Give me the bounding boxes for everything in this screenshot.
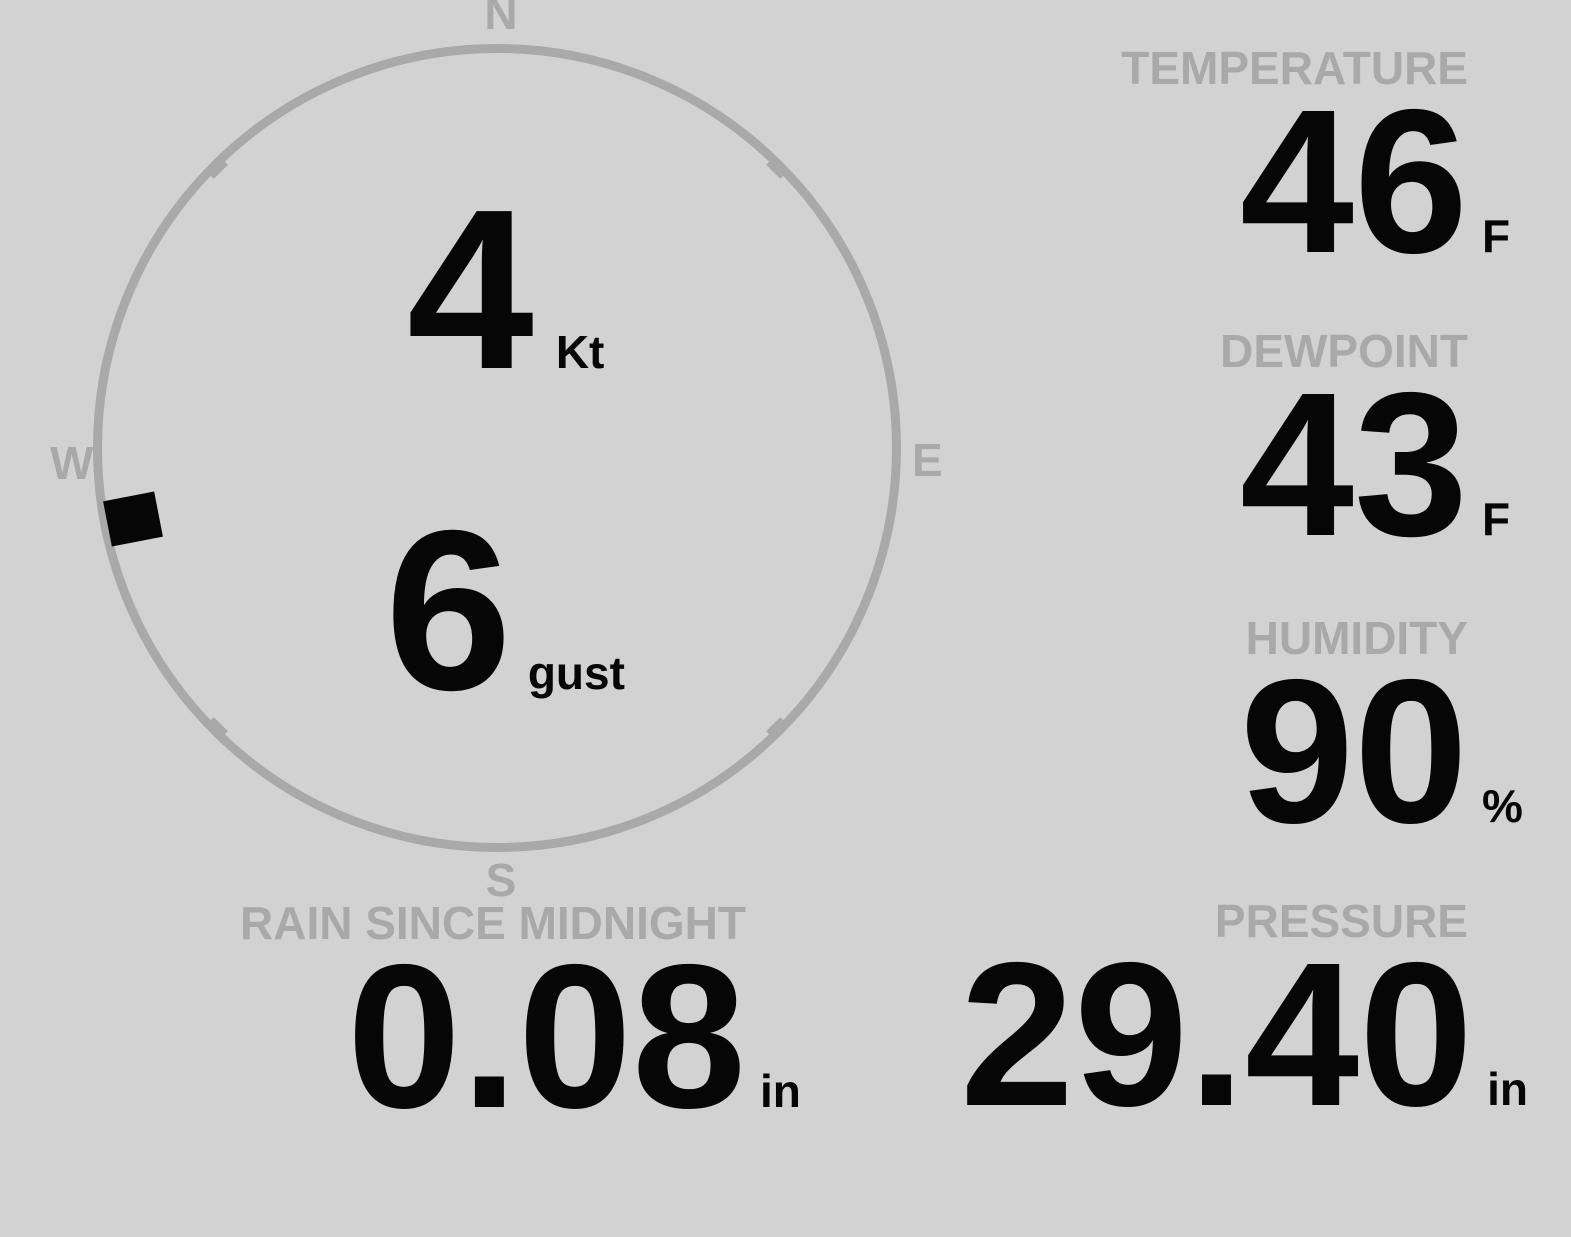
temperature-value-row: 46 F xyxy=(1028,79,1528,284)
compass-ring xyxy=(93,44,901,852)
dewpoint-value-row: 43 F xyxy=(1028,362,1528,567)
compass-label-south: S xyxy=(485,854,517,906)
rain-value-row: 0.08 in xyxy=(186,934,806,1139)
temperature-value: 46 xyxy=(1239,67,1468,296)
temperature-metric: TEMPERATURE 46 F xyxy=(1028,45,1528,284)
dewpoint-metric: DEWPOINT 43 F xyxy=(1028,328,1528,567)
wind-direction-marker xyxy=(102,491,163,547)
compass-label-east: E xyxy=(912,434,943,486)
wind-speed: 4 Kt xyxy=(407,176,604,404)
wind-gust-unit: gust xyxy=(527,647,625,699)
wind-gust-value: 6 xyxy=(385,484,512,738)
rain-unit: in xyxy=(760,1065,801,1117)
wind-speed-unit: Kt xyxy=(555,326,605,378)
wind-gust: 6 gust xyxy=(385,497,625,725)
dewpoint-label: DEWPOINT xyxy=(1220,325,1468,377)
dewpoint-value: 43 xyxy=(1239,350,1468,579)
pressure-metric: PRESSURE 29.40 in xyxy=(960,895,1528,1137)
dewpoint-unit: F xyxy=(1482,493,1511,545)
humidity-label: HUMIDITY xyxy=(1245,612,1468,664)
humidity-metric: HUMIDITY 90 % xyxy=(1028,615,1528,854)
humidity-unit: % xyxy=(1482,780,1523,832)
rain-label: RAIN SINCE MIDNIGHT xyxy=(240,897,746,949)
wind-speed-value: 4 xyxy=(407,163,534,417)
temperature-label: TEMPERATURE xyxy=(1121,42,1468,94)
pressure-label: PRESSURE xyxy=(1214,895,1468,947)
compass-label-west: W xyxy=(50,437,94,489)
humidity-value-row: 90 % xyxy=(1028,649,1528,854)
rain-value: 0.08 xyxy=(347,922,746,1151)
pressure-unit: in xyxy=(1487,1063,1528,1115)
rain-metric: RAIN SINCE MIDNIGHT 0.08 in xyxy=(186,900,806,1139)
pressure-value: 29.40 xyxy=(960,920,1474,1149)
humidity-value: 90 xyxy=(1239,637,1468,866)
compass-label-north: N xyxy=(484,0,518,39)
pressure-value-row: 29.40 in xyxy=(960,932,1528,1137)
temperature-unit: F xyxy=(1482,210,1511,262)
